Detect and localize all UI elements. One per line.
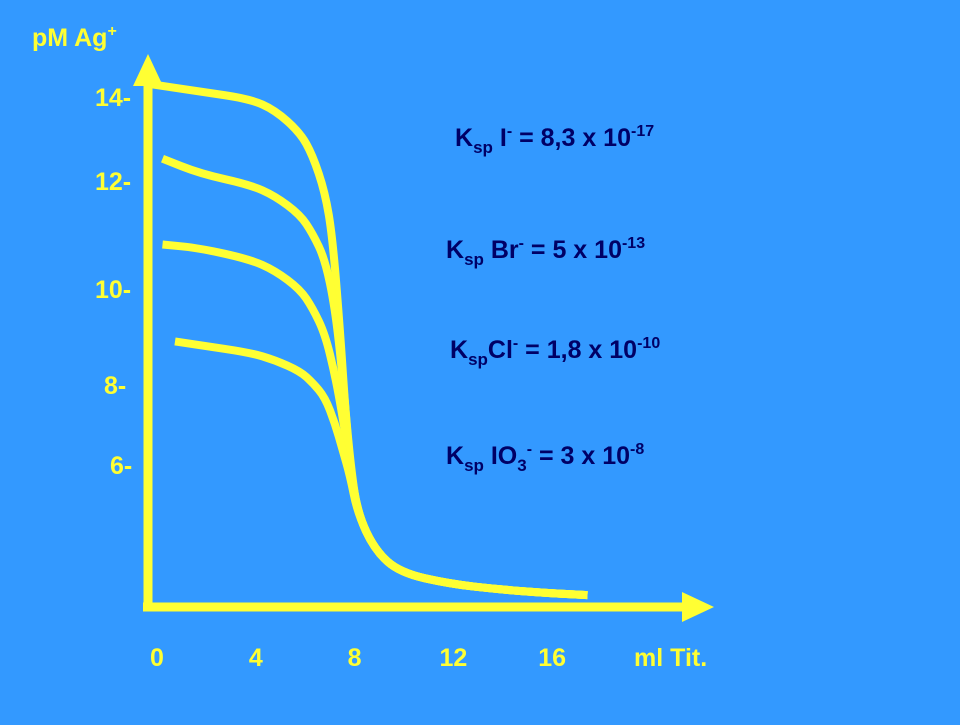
ksp-annotation: Ksp I- = 8,3 x 10-17 <box>455 123 654 157</box>
x-tick-label: 0 <box>150 644 164 672</box>
x-tick-label: 8 <box>348 644 362 672</box>
curve-line-2 <box>161 154 588 600</box>
y-tick-label: 12- <box>95 168 131 196</box>
ksp-annotation: Ksp IO3- = 3 x 10-8 <box>446 441 644 475</box>
y-axis-arrow-icon <box>133 54 163 86</box>
x-tick-labels: 0 4 8 12 16 <box>150 644 566 672</box>
y-tick-label: 14- <box>95 84 131 112</box>
y-tick-label: 6- <box>110 452 132 480</box>
ksp-annotation: Ksp Br- = 5 x 10-13 <box>446 235 645 269</box>
axes <box>133 54 714 622</box>
x-tick-label: 12 <box>439 644 467 672</box>
x-tick-label: 16 <box>538 644 566 672</box>
ksp-annotation: KspCl- = 1,8 x 10-10 <box>450 335 660 369</box>
x-tick-label: 4 <box>249 644 263 672</box>
curves-layer <box>149 80 588 600</box>
curve-line-4 <box>174 337 588 600</box>
y-tick-labels: 14- 12- 10- 8- 6- <box>95 84 132 480</box>
y-axis-label: pM Ag+ <box>32 23 117 52</box>
ksp-annotations: Ksp I- = 8,3 x 10-17 Ksp Br- = 5 x 10-13 K… <box>446 123 660 475</box>
y-tick-label: 10- <box>95 276 131 304</box>
y-tick-label: 8- <box>104 372 126 400</box>
x-axis-label: ml Tit. <box>634 644 707 672</box>
x-axis-arrow-icon <box>682 592 714 622</box>
